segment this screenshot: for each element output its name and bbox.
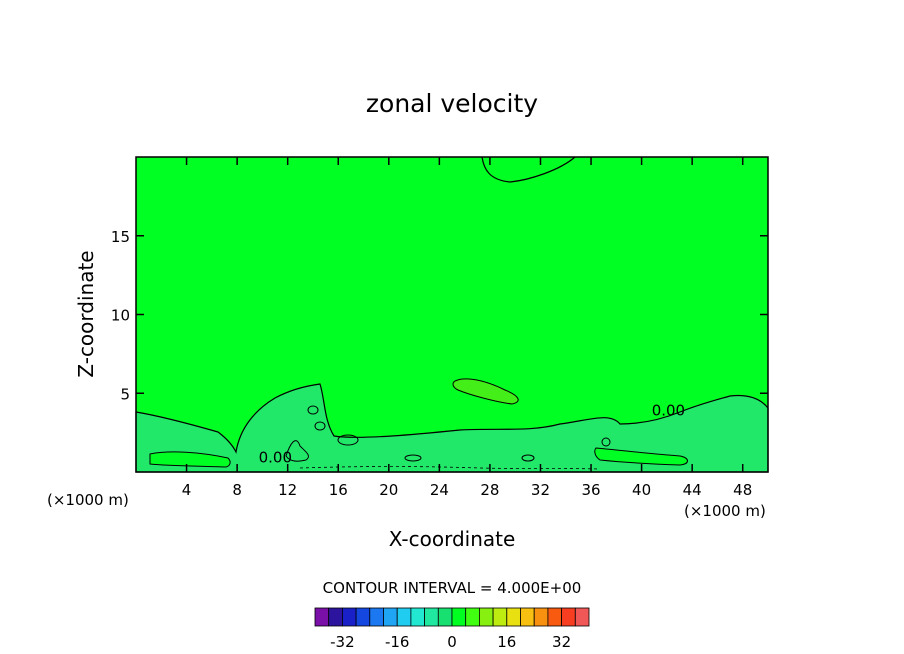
x-tick-label: 16 — [329, 481, 348, 499]
small-contour-5 — [521, 454, 535, 462]
small-contour-6 — [601, 437, 611, 447]
x-tick-label: 20 — [379, 481, 398, 499]
x-tick-label: 28 — [480, 481, 499, 499]
inner-contour-mid — [285, 440, 309, 462]
colorbar-swatch — [437, 607, 453, 627]
colorbar-swatch — [355, 607, 371, 627]
positive-blob-midlevel — [452, 378, 519, 405]
x-axis-label: X-coordinate — [389, 527, 516, 551]
small-contour-2 — [314, 421, 326, 431]
colorbar-swatch — [424, 607, 439, 627]
x-tick-label: 12 — [278, 481, 297, 499]
colorbar-swatch — [314, 607, 330, 627]
colorbar-swatch — [451, 607, 467, 627]
x-unit-left: (×1000 m) — [47, 491, 129, 509]
colorbar-tick-label: -16 — [385, 633, 410, 651]
colorbar-swatch — [561, 607, 576, 627]
inner-contour-left — [149, 451, 231, 468]
colorbar-tick-label: 32 — [552, 633, 571, 651]
colorbar-swatch — [547, 607, 563, 627]
contour-interval-text: CONTOUR INTERVAL = 4.000E+00 — [323, 579, 582, 597]
colorbar-swatch — [328, 607, 343, 627]
x-tick-label: 32 — [531, 481, 550, 499]
colorbar-tick-label: 0 — [447, 633, 457, 651]
colorbar-tick-label: -32 — [330, 633, 355, 651]
x-tick-label: 44 — [683, 481, 702, 499]
colorbar-swatch — [492, 607, 508, 627]
contour-label: 0.00 — [652, 401, 685, 419]
x-tick-label: 8 — [232, 481, 242, 499]
x-tick-label: 36 — [581, 481, 600, 499]
dashed-surface-contour — [299, 466, 601, 470]
contour-label: 0.00 — [259, 449, 292, 467]
x-tick-label: 40 — [632, 481, 651, 499]
x-tick-label: 4 — [182, 481, 192, 499]
small-contour-3 — [337, 434, 359, 446]
colorbar-swatch — [369, 607, 384, 627]
colorbar-swatch — [410, 607, 425, 627]
small-contour-1 — [307, 405, 319, 415]
y-tick-label: 15 — [111, 228, 130, 246]
zero-contour-upper — [481, 156, 576, 183]
colorbar-swatch — [533, 607, 549, 627]
x-tick-label: 48 — [733, 481, 752, 499]
colorbar-swatch — [520, 607, 535, 627]
y-tick-label: 10 — [111, 307, 130, 325]
x-tick-label: 24 — [430, 481, 449, 499]
colorbar: -32 -16 0 16 32 — [314, 607, 590, 651]
y-tick-label: 5 — [120, 385, 130, 403]
colorbar-swatch — [341, 607, 357, 627]
y-axis-label: Z-coordinate — [74, 250, 98, 377]
colorbar-swatch — [383, 607, 398, 627]
x-unit-right: (×1000 m) — [684, 502, 766, 520]
colorbar-swatch — [478, 607, 494, 627]
colorbar-swatch — [465, 607, 480, 627]
colorbar-swatch — [506, 607, 521, 627]
colorbar-swatch — [396, 607, 412, 627]
small-contour-4 — [404, 454, 422, 462]
chart-title: zonal velocity — [366, 89, 538, 118]
contour-labels: 0.00 0.00 — [259, 401, 686, 466]
colorbar-swatch — [574, 607, 590, 627]
colorbar-tick-label: 16 — [497, 633, 516, 651]
inner-contour-right — [594, 447, 688, 466]
